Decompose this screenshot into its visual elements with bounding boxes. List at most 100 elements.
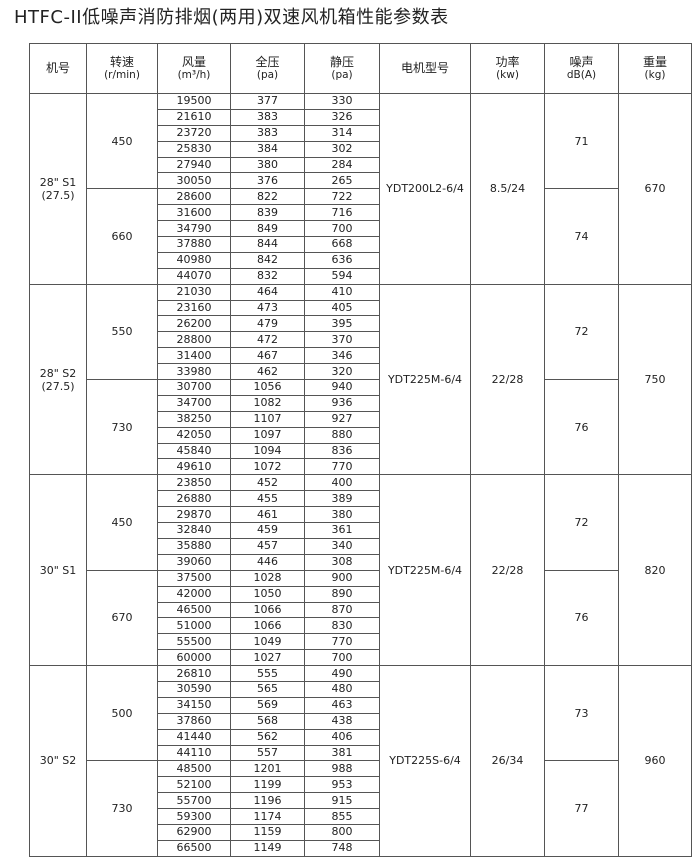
static-pressure-cell: 361 xyxy=(304,522,380,539)
static-pressure-cell: 880 xyxy=(304,426,380,444)
speed-cell: 730 xyxy=(86,760,158,857)
airflow-cell: 30700 xyxy=(157,379,231,396)
motor-cell: YDT200L2-6/4 xyxy=(379,93,471,285)
model-name: 30" S1 xyxy=(39,563,77,577)
static-pressure-cell: 927 xyxy=(304,410,380,428)
table-row: 32840 459 361 xyxy=(30,522,692,539)
weight-cell: 820 xyxy=(618,474,692,667)
static-pressure-cell: 405 xyxy=(304,299,380,317)
static-pressure-cell: 988 xyxy=(304,760,380,778)
table-row: 55700 1196 915 xyxy=(30,792,692,810)
static-pressure-cell: 330 xyxy=(304,93,380,110)
noise-cell: 74 xyxy=(544,188,619,285)
airflow-cell: 25830 xyxy=(157,140,231,158)
model-name: 30" S2 xyxy=(39,754,77,768)
total-pressure-cell: 822 xyxy=(230,188,305,206)
model-cell: 28" S1 (27.5) xyxy=(29,93,87,285)
airflow-cell: 34150 xyxy=(157,696,231,714)
noise-cell: 73 xyxy=(544,665,619,762)
static-pressure-cell: 320 xyxy=(304,363,380,381)
airflow-cell: 34700 xyxy=(157,394,231,412)
table-row: 59300 1174 855 xyxy=(30,808,692,825)
header-power: 功率 (kw) xyxy=(470,43,545,94)
airflow-cell: 29870 xyxy=(157,506,231,524)
speed-cell: 450 xyxy=(86,474,158,571)
static-pressure-cell: 400 xyxy=(304,474,380,492)
table-row: 37880 844 668 xyxy=(30,236,692,253)
header-label: 风量 xyxy=(181,54,206,69)
table-row: 30" S2 500 26810 555 490 YDT225S-6/4 26/34 73 96… xyxy=(29,665,692,857)
model-cell: 30" S1 xyxy=(29,474,87,667)
speed-cell: 660 xyxy=(86,188,158,285)
total-pressure-cell: 473 xyxy=(230,299,305,317)
table-row: 37860 568 438 xyxy=(30,712,692,730)
total-pressure-cell: 1082 xyxy=(230,394,305,412)
airflow-cell: 37500 xyxy=(157,569,231,587)
airflow-cell: 44070 xyxy=(157,267,231,285)
power-cell: 22/28 xyxy=(470,283,545,476)
table-row: 42000 1050 890 xyxy=(30,585,692,603)
header-label: 功率 xyxy=(495,54,520,69)
document-title: HTFC-II低噪声消防排烟(两用)双速风机箱性能参数表 xyxy=(14,7,449,28)
total-pressure-cell: 380 xyxy=(230,156,305,174)
header-total-pressure: 全压 (pa) xyxy=(230,43,305,94)
airflow-cell: 55500 xyxy=(157,633,231,651)
speed-cell: 730 xyxy=(86,379,158,476)
table-row: 30" S1 450 23850 452 400 YDT225M-6/4 22/28 72 82… xyxy=(29,474,692,667)
noise-cell: 76 xyxy=(544,379,619,476)
static-pressure-cell: 370 xyxy=(304,331,380,349)
airflow-cell: 35880 xyxy=(157,537,231,555)
static-pressure-cell: 636 xyxy=(304,251,380,269)
table-row: 31400 467 346 xyxy=(30,347,692,365)
airflow-cell: 55700 xyxy=(157,792,231,810)
total-pressure-cell: 467 xyxy=(230,347,305,365)
airflow-cell: 49610 xyxy=(157,458,231,476)
model-name: 28" S2 xyxy=(39,366,77,380)
table-row: 23160 473 405 xyxy=(30,299,692,317)
total-pressure-cell: 1066 xyxy=(230,601,305,619)
table-row: 44070 832 594 xyxy=(30,267,692,285)
static-pressure-cell: 700 xyxy=(304,220,380,238)
static-pressure-cell: 326 xyxy=(304,108,380,126)
airflow-cell: 23160 xyxy=(157,299,231,317)
total-pressure-cell: 457 xyxy=(230,537,305,555)
total-pressure-cell: 384 xyxy=(230,140,305,158)
static-pressure-cell: 830 xyxy=(304,617,380,635)
airflow-cell: 30590 xyxy=(157,680,231,698)
table-row: 66500 1149 748 xyxy=(30,839,692,857)
airflow-cell: 39060 xyxy=(157,553,231,571)
airflow-cell: 32840 xyxy=(157,522,231,539)
weight-cell: 750 xyxy=(618,283,692,476)
noise-cell: 71 xyxy=(544,92,619,190)
static-pressure-cell: 381 xyxy=(304,744,380,762)
table-row: 27940 380 284 xyxy=(30,156,692,174)
power-cell: 26/34 xyxy=(470,665,545,857)
header-label: 噪声 xyxy=(569,54,594,69)
noise-cell: 72 xyxy=(544,283,619,381)
airflow-cell: 21610 xyxy=(157,108,231,126)
static-pressure-cell: 900 xyxy=(304,569,380,587)
table-row: 730 30700 1056 940 76 xyxy=(30,379,692,476)
total-pressure-cell: 459 xyxy=(230,522,305,539)
total-pressure-cell: 569 xyxy=(230,696,305,714)
static-pressure-cell: 716 xyxy=(304,204,380,222)
airflow-cell: 30050 xyxy=(157,172,231,190)
table-row: 34700 1082 936 xyxy=(30,394,692,412)
total-pressure-cell: 1072 xyxy=(230,458,305,476)
header-unit: (m³/h) xyxy=(177,68,211,81)
header-unit: (kg) xyxy=(644,68,666,81)
static-pressure-cell: 770 xyxy=(304,633,380,651)
total-pressure-cell: 377 xyxy=(230,93,305,110)
airflow-cell: 59300 xyxy=(157,808,231,825)
total-pressure-cell: 1174 xyxy=(230,808,305,825)
airflow-cell: 34790 xyxy=(157,220,231,238)
static-pressure-cell: 870 xyxy=(304,601,380,619)
total-pressure-cell: 1066 xyxy=(230,617,305,635)
motor-cell: YDT225M-6/4 xyxy=(379,283,471,476)
header-label: 重量 xyxy=(642,54,667,69)
total-pressure-cell: 1097 xyxy=(230,426,305,444)
airflow-cell: 26810 xyxy=(157,665,231,682)
static-pressure-cell: 594 xyxy=(304,267,380,285)
header-label: 机号 xyxy=(45,61,70,75)
airflow-cell: 21030 xyxy=(157,283,231,301)
